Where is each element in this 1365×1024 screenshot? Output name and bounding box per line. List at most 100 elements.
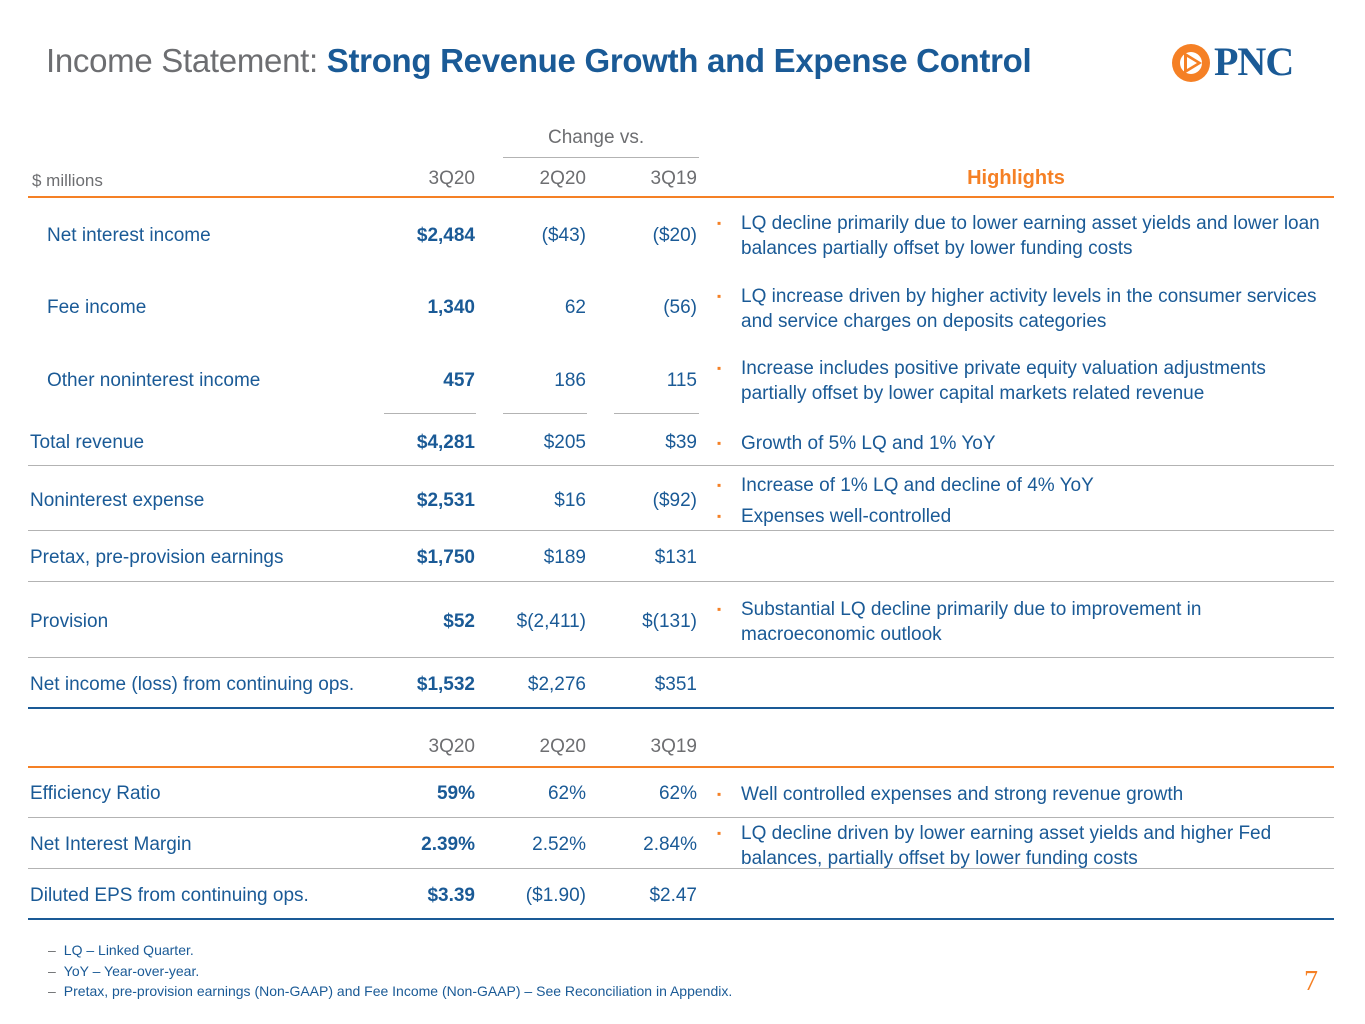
value-3q19: ($92) xyxy=(652,490,697,511)
row-label-other-noninterest-income: Other noninterest income xyxy=(47,370,261,391)
highlight-text: Increase of 1% LQ and decline of 4% YoY xyxy=(741,475,1094,496)
value-3q19: ($20) xyxy=(652,225,697,246)
value-3q19: $351 xyxy=(654,674,697,695)
units-label: $ millions xyxy=(32,171,103,190)
value-2q20: ($43) xyxy=(541,225,586,246)
highlight-text: Expenses well-controlled xyxy=(741,506,952,527)
dash-icon: – xyxy=(48,962,56,979)
value-2q20: 186 xyxy=(554,370,586,391)
change-vs-label: Change vs. xyxy=(548,127,645,148)
col-header-2q20: 2Q20 xyxy=(539,168,586,189)
row-label-net-interest-margin: Net Interest Margin xyxy=(30,834,192,855)
value-2q20: $(2,411) xyxy=(516,611,586,632)
highlight-item: ▪ Expenses well-controlled xyxy=(717,504,1331,529)
highlight-text: Increase includes positive private equit… xyxy=(741,358,1266,404)
value-2q20: $205 xyxy=(543,432,586,453)
bullet-icon: ▪ xyxy=(717,478,722,492)
col-header-3q19: 3Q19 xyxy=(650,736,697,757)
highlight-text: Substantial LQ decline primarily due to … xyxy=(741,599,1202,645)
value-2q20: $189 xyxy=(543,547,586,568)
row-label-efficiency-ratio: Efficiency Ratio xyxy=(30,783,161,804)
value-3q20: 1,340 xyxy=(427,297,475,318)
footnote: – YoY – Year-over-year. xyxy=(48,961,732,982)
bullet-icon: ▪ xyxy=(717,216,722,230)
footnote-text: Pretax, pre-provision earnings (Non-GAAP… xyxy=(63,983,733,999)
footnote: – LQ – Linked Quarter. xyxy=(48,940,732,961)
value-3q20: $2,484 xyxy=(416,225,475,246)
highlights-header: Highlights xyxy=(967,167,1065,189)
highlight-text: LQ increase driven by higher activity le… xyxy=(741,286,1317,332)
value-3q19: 115 xyxy=(666,370,697,391)
highlight-item: ▪ Well controlled expenses and strong re… xyxy=(717,782,1331,807)
value-3q20: 457 xyxy=(443,370,475,391)
col-header-2q20: 2Q20 xyxy=(539,736,586,757)
value-3q19: $39 xyxy=(665,432,697,453)
bullet-icon: ▪ xyxy=(717,361,722,375)
page-title: Income Statement: Strong Revenue Growth … xyxy=(46,42,1032,80)
highlight-item: ▪ Increase includes positive private equ… xyxy=(717,356,1331,406)
value-2q20: $16 xyxy=(554,490,586,511)
title-prefix: Income Statement: xyxy=(46,42,318,79)
value-3q20: $1,532 xyxy=(416,674,475,695)
value-3q20: $4,281 xyxy=(416,432,475,453)
row-divider xyxy=(28,657,1334,658)
value-3q19: 2.84% xyxy=(643,834,697,855)
value-2q20: 2.52% xyxy=(532,834,586,855)
row-divider xyxy=(28,868,1334,869)
row-divider xyxy=(28,817,1334,818)
highlight-item: ▪ LQ decline primarily due to lower earn… xyxy=(717,211,1331,261)
subtotal-rule-3q20 xyxy=(384,413,476,414)
value-2q20: $2,276 xyxy=(527,674,586,695)
value-3q20: 2.39% xyxy=(421,834,475,855)
change-vs-divider xyxy=(503,157,699,158)
col-header-3q20: 3Q20 xyxy=(428,736,475,757)
header-rule xyxy=(28,196,1334,198)
title-main: Strong Revenue Growth and Expense Contro… xyxy=(326,42,1032,79)
row-label-net-income: Net income (loss) from continuing ops. xyxy=(30,674,355,695)
highlight-text: Growth of 5% LQ and 1% YoY xyxy=(741,433,996,454)
highlight-text: LQ decline driven by lower earning asset… xyxy=(741,823,1272,869)
highlight-item: ▪ LQ increase driven by higher activity … xyxy=(717,284,1331,334)
row-label-pretax-pre-provision-earnings: Pretax, pre-provision earnings xyxy=(30,547,284,568)
subtotal-rule-2q20 xyxy=(503,413,587,414)
value-3q20: $3.39 xyxy=(427,885,475,906)
highlight-item: ▪ LQ decline driven by lower earning ass… xyxy=(717,821,1331,871)
dash-icon: – xyxy=(48,983,56,999)
bullet-icon: ▪ xyxy=(717,509,722,523)
highlight-item: ▪ Growth of 5% LQ and 1% YoY xyxy=(717,431,1331,456)
page-number: 7 xyxy=(1304,966,1318,997)
logo-wordmark: PNC xyxy=(1214,39,1294,84)
footnote: – Pretax, pre-provision earnings (Non-GAA… xyxy=(48,981,732,1002)
row-label-total-revenue: Total revenue xyxy=(30,432,145,453)
row-divider xyxy=(28,581,1334,582)
footnote-text: YoY – Year-over-year. xyxy=(63,962,200,979)
subtotal-rule-3q19 xyxy=(614,413,699,414)
value-2q20: 62% xyxy=(547,783,586,804)
highlight-item: ▪ Substantial LQ decline primarily due t… xyxy=(717,597,1331,647)
pnc-logo: PNC xyxy=(1170,39,1320,88)
row-divider xyxy=(28,530,1334,531)
bullet-icon: ▪ xyxy=(717,289,722,303)
section-rule xyxy=(28,918,1334,920)
bullet-icon: ▪ xyxy=(717,787,722,801)
highlight-text: LQ decline primarily due to lower earnin… xyxy=(741,213,1320,259)
value-3q19: $2.47 xyxy=(649,885,697,906)
footnotes: – LQ – Linked Quarter. – YoY – Year-over-y… xyxy=(48,940,732,1002)
header-rule xyxy=(28,766,1334,768)
row-label-provision: Provision xyxy=(30,611,109,632)
row-label-diluted-eps: Diluted EPS from continuing ops. xyxy=(30,885,309,906)
value-3q20: $1,750 xyxy=(416,547,475,568)
bullet-icon: ▪ xyxy=(717,436,722,450)
bullet-icon: ▪ xyxy=(717,602,722,616)
row-label-noninterest-expense: Noninterest expense xyxy=(30,490,205,511)
value-3q19: 62% xyxy=(658,783,697,804)
row-label-net-interest-income: Net interest income xyxy=(47,225,211,246)
value-3q19: (56) xyxy=(663,297,697,318)
highlight-text: Well controlled expenses and strong reve… xyxy=(741,784,1184,805)
pnc-logo-mark-icon xyxy=(1172,44,1210,82)
col-header-3q19: 3Q19 xyxy=(650,168,697,189)
bullet-icon: ▪ xyxy=(717,826,722,840)
value-3q20: 59% xyxy=(436,783,475,804)
highlight-item: ▪ Increase of 1% LQ and decline of 4% Yo… xyxy=(717,473,1331,498)
row-label-fee-income: Fee income xyxy=(47,297,147,318)
